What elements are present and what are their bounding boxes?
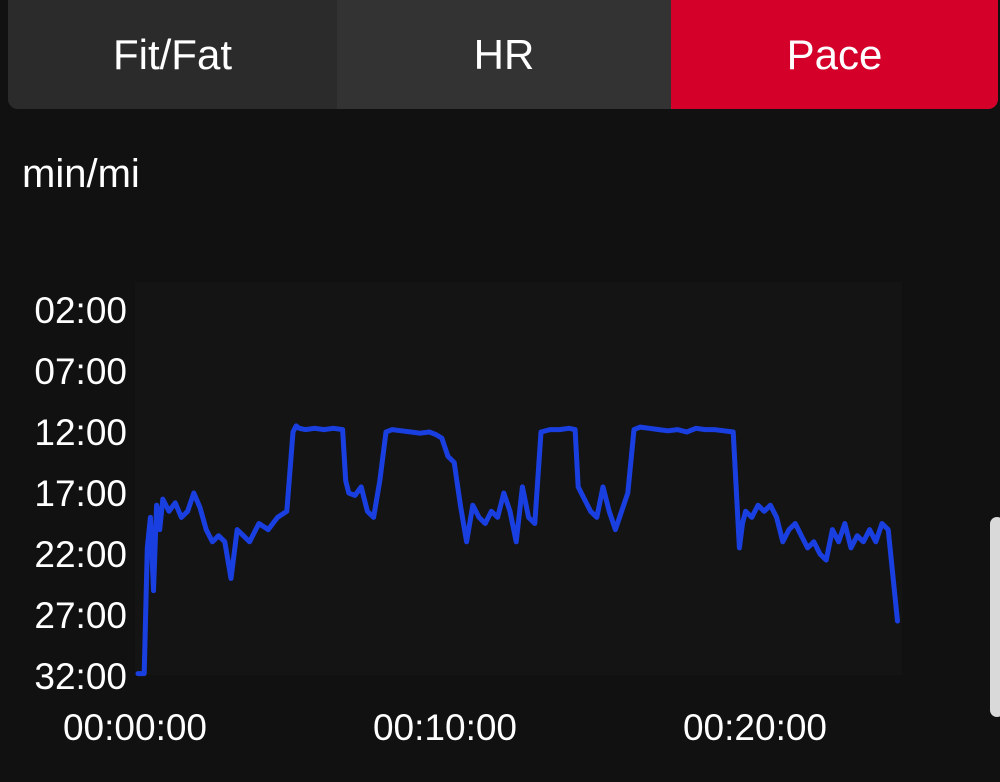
y-tick-label: 27:00 (34, 595, 127, 636)
pace-series-line (135, 423, 900, 677)
y-tick-label: 12:00 (34, 412, 127, 453)
y-tick-label: 02:00 (34, 290, 127, 331)
y-tick-label: 17:00 (34, 473, 127, 514)
tab-pace[interactable]: Pace (671, 0, 998, 109)
x-tick-label: 00:00:00 (63, 707, 207, 748)
y-tick-label: 22:00 (34, 534, 127, 575)
x-tick-label: 00:20:00 (683, 707, 827, 748)
y-tick-label: 32:00 (34, 656, 127, 697)
y-tick-label: 07:00 (34, 351, 127, 392)
tab-bar: Fit/Fat HR Pace (8, 0, 998, 109)
tab-fit-fat[interactable]: Fit/Fat (8, 0, 337, 109)
tab-hr[interactable]: HR (337, 0, 671, 109)
scroll-handle[interactable] (990, 517, 1000, 717)
unit-label: min/mi (22, 152, 140, 196)
x-tick-label: 00:10:00 (373, 707, 517, 748)
plot-area (135, 282, 902, 675)
